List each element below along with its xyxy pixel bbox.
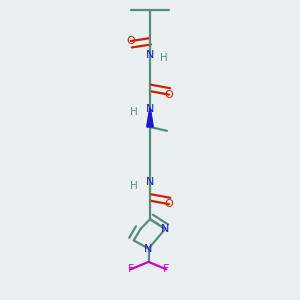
Text: N: N bbox=[146, 50, 154, 60]
Text: N: N bbox=[146, 104, 154, 114]
Polygon shape bbox=[149, 111, 151, 113]
Polygon shape bbox=[148, 118, 152, 120]
Text: O: O bbox=[127, 36, 135, 46]
Polygon shape bbox=[148, 113, 152, 116]
Polygon shape bbox=[147, 122, 153, 125]
Text: N: N bbox=[144, 244, 153, 254]
Text: O: O bbox=[165, 90, 173, 100]
Text: H: H bbox=[160, 53, 168, 63]
Polygon shape bbox=[147, 125, 153, 127]
Text: H: H bbox=[130, 107, 138, 117]
Polygon shape bbox=[148, 120, 152, 122]
Text: F: F bbox=[163, 264, 169, 274]
Text: O: O bbox=[165, 199, 173, 209]
Text: H: H bbox=[130, 181, 138, 191]
Text: N: N bbox=[146, 177, 154, 188]
Text: N: N bbox=[161, 224, 170, 234]
Polygon shape bbox=[149, 109, 151, 111]
Polygon shape bbox=[148, 116, 152, 118]
Text: F: F bbox=[128, 264, 134, 274]
